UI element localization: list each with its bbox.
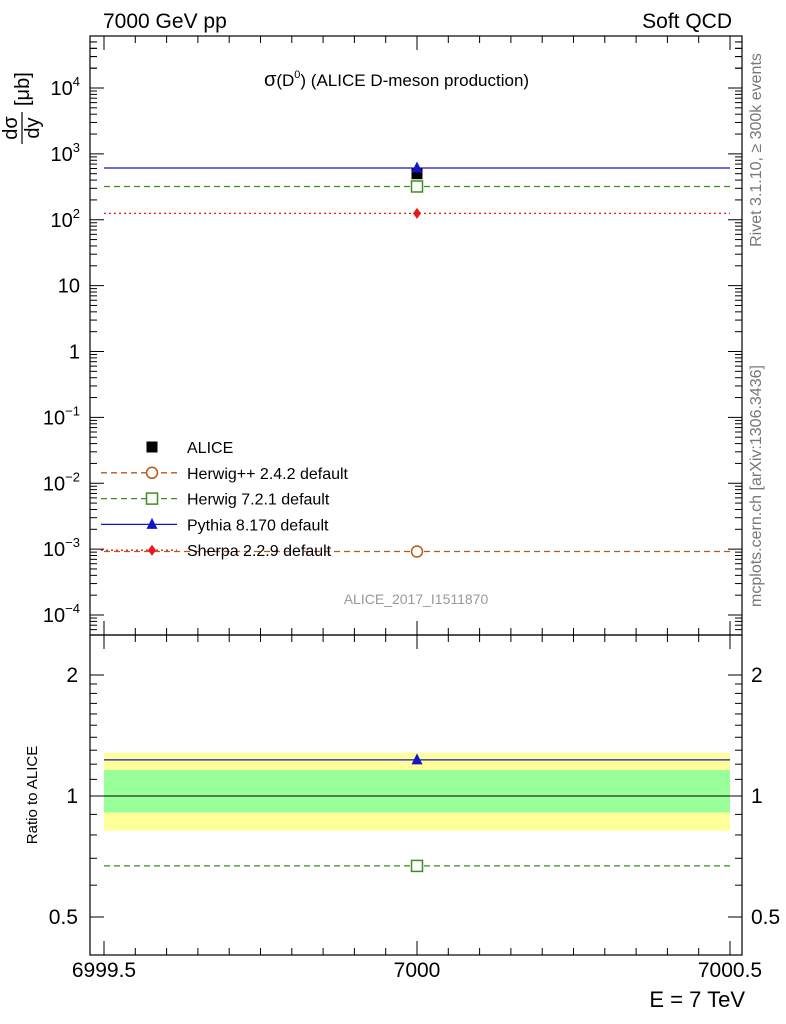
ratio-ytick-label-right-2: 2: [751, 664, 763, 687]
ytick-label-1: 10−3: [43, 535, 80, 561]
ytick-label-6: 102: [51, 206, 80, 232]
ytick-base: 10: [58, 276, 80, 298]
ytick-label-2: 10−2: [43, 469, 80, 495]
legend-label-3: Pythia 8.170 default: [187, 517, 329, 534]
title-rest: ) (ALICE D-meson production): [300, 71, 529, 90]
ytick-label-8: 104: [51, 74, 80, 100]
ytick-label-5: 10: [58, 276, 80, 298]
energy-label: 7000 GeV pp: [103, 10, 227, 33]
rivet-label: Rivet 3.1.10, ≥ 300k events: [748, 53, 765, 247]
plot-title: σ(D0) (ALICE D-meson production): [264, 69, 529, 91]
ratio-bands: [104, 752, 730, 831]
ytick-base: 10: [43, 473, 65, 495]
ytick-base: 10: [43, 407, 65, 429]
xtick-label-1: 7000: [394, 959, 441, 982]
xtick-label-0: 6999.5: [72, 959, 136, 982]
ytick-exponent: 2: [73, 206, 80, 221]
ytick-exponent: −4: [65, 601, 80, 616]
legend-marker-2: [145, 492, 159, 505]
data-point-4: [413, 207, 421, 219]
ratio-markers: [410, 753, 424, 873]
ratio-ytick-label-right-0: 0.5: [751, 906, 780, 929]
title-sigma: σ: [264, 69, 277, 91]
legend-marker-3: [146, 517, 158, 529]
ratio-ytick-label-left-0: 0.5: [49, 906, 78, 929]
ratio-band-inner: [104, 770, 730, 813]
legend-label-1: Herwig++ 2.4.2 default: [187, 466, 349, 483]
ratio-ylabel: Ratio to ALICE: [24, 746, 41, 844]
analysis-id: ALICE_2017_I1511870: [344, 591, 489, 607]
legend-marker-1: [145, 466, 159, 480]
ratio-point-1: [411, 753, 423, 765]
ratio-ytick-label-left-2: 2: [66, 664, 78, 687]
xaxis-label: E = 7 TeV: [649, 987, 745, 1012]
ylabel-denominator: dy: [22, 117, 44, 138]
legend-label-2: Herwig 7.2.1 default: [187, 492, 330, 509]
legend-label-0: ALICE: [187, 440, 233, 457]
data-point-3: [411, 161, 423, 173]
xtick-label-2: 7000.5: [698, 959, 762, 982]
ratio-ytick-label-right-1: 1: [751, 785, 763, 808]
legend-marker-4: [148, 544, 156, 556]
legend-marker-0: [146, 441, 158, 453]
mcplots-label: mcplots.cern.ch [arXiv:1306.3436]: [748, 365, 765, 607]
ytick-label-7: 103: [51, 140, 80, 166]
ytick-label-4: 1: [69, 342, 80, 364]
ytick-exponent: 3: [73, 140, 80, 155]
data-point-1: [410, 545, 424, 558]
ylabel-unit: [μb]: [12, 72, 34, 106]
ytick-base: 1: [69, 342, 80, 364]
legend: ALICE Herwig++ 2.4.2 default Herwig 7.2.1 …: [101, 440, 349, 560]
ylabel-numerator: dσ: [0, 116, 22, 140]
data-point-0: [411, 168, 423, 180]
ratio-point-0: [410, 859, 424, 873]
ytick-base: 10: [43, 605, 65, 627]
ytick-exponent: −3: [65, 535, 80, 550]
data-point-2: [410, 180, 424, 193]
ytick-exponent: −1: [65, 403, 80, 418]
ratio-frame: [89, 634, 743, 956]
process-label: Soft QCD: [642, 10, 732, 33]
ytick-base: 10: [51, 144, 73, 166]
ytick-base: 10: [43, 539, 65, 561]
title-open: (D: [276, 71, 294, 90]
ytick-label-0: 10−4: [43, 601, 80, 627]
ytick-base: 10: [51, 78, 73, 100]
ytick-label-3: 10−1: [43, 403, 80, 429]
main-ylabel: dσ dy [μb]: [0, 72, 44, 144]
ytick-exponent: 4: [73, 74, 80, 89]
ytick-exponent: −2: [65, 469, 80, 484]
ytick-base: 10: [51, 210, 73, 232]
legend-label-4: Sherpa 2.2.9 default: [187, 543, 332, 560]
title-sup: 0: [294, 69, 300, 81]
main-markers: [410, 161, 424, 558]
ratio-ytick-label-left-1: 1: [66, 785, 78, 808]
